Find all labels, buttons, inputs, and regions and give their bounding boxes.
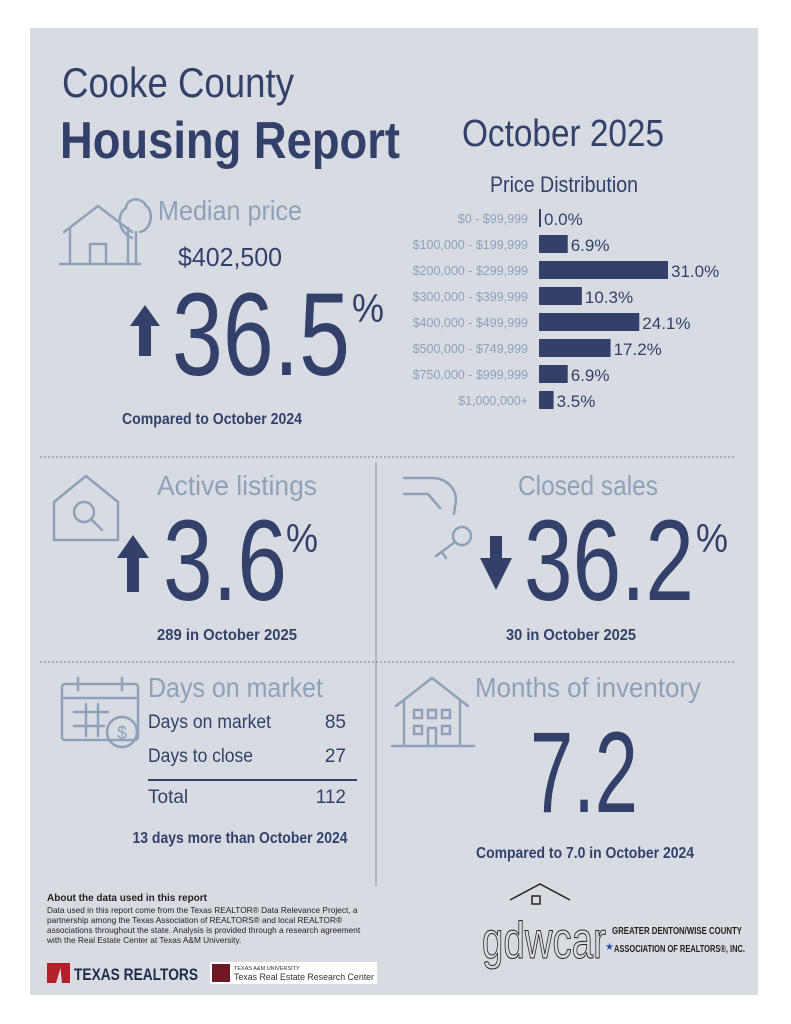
- inventory-value: 7.2: [530, 709, 638, 837]
- value-label: 0.0%: [544, 210, 583, 229]
- tamu-box: [210, 962, 377, 984]
- period: October 2025: [462, 113, 664, 155]
- closed-heading: Closed sales: [518, 470, 658, 501]
- active-heading: Active listings: [157, 470, 317, 501]
- building-icon: [390, 676, 476, 748]
- days-note: 13 days more than October 2024: [133, 830, 348, 847]
- report-title: Housing Report: [60, 112, 400, 170]
- percent-sign: %: [352, 287, 384, 331]
- days-heading: Days on market: [148, 672, 323, 703]
- value-label: 24.1%: [642, 314, 690, 333]
- bar: [539, 235, 568, 253]
- search-house-icon: [52, 474, 120, 542]
- median-heading: Median price: [158, 195, 302, 226]
- gdwcar-line2: ASSOCIATION OF REALTORS®, INC.: [614, 944, 745, 955]
- about-line: with the Real Estate Center at Texas A&M…: [46, 935, 241, 945]
- category-label: $200,000 - $299,999: [413, 264, 528, 278]
- median-change: 36.5: [172, 269, 350, 401]
- price-distribution: $0 - $99,999 0.0% $100,000 - $199,999 6.9% $…: [413, 209, 719, 411]
- inventory-note: Compared to 7.0 in October 2024: [476, 845, 694, 862]
- gdwcar-roof: [509, 883, 571, 905]
- bar: [539, 261, 668, 279]
- up-arrow: [117, 535, 149, 592]
- county: Cooke County: [62, 59, 294, 106]
- tamu-mark: [212, 964, 230, 982]
- category-label: $400,000 - $499,999: [413, 316, 528, 330]
- category-label: $1,000,000+: [458, 394, 528, 408]
- down-arrow: [480, 536, 512, 590]
- percent-sign: %: [286, 517, 318, 561]
- row-value: 27: [325, 746, 346, 767]
- research-center: Texas Real Estate Research Center: [234, 972, 374, 982]
- inventory-heading: Months of inventory: [475, 672, 701, 703]
- active-change: 3.6: [163, 497, 287, 625]
- category-label: $0 - $99,999: [458, 212, 528, 226]
- value-label: 10.3%: [585, 288, 633, 307]
- panel: [30, 28, 758, 995]
- star: ★: [605, 942, 614, 953]
- about-line: associations throughout the state. Analy…: [47, 925, 361, 935]
- tamu: TEXAS A&M UNIVERSITY: [234, 966, 300, 972]
- category-label: $100,000 - $199,999: [413, 238, 528, 252]
- key-hand-icon: [402, 476, 473, 560]
- gdwcar-logo: gdwcar: [482, 912, 606, 970]
- about-line: partnership among the Texas Association …: [47, 915, 342, 925]
- bar: [539, 391, 554, 409]
- row-label: Days on market: [148, 712, 272, 733]
- value-label: 3.5%: [557, 392, 596, 411]
- about-text: Data used in this report come from the T…: [46, 905, 361, 945]
- value-label: 31.0%: [671, 262, 719, 281]
- bar: [539, 313, 640, 331]
- distribution-title: Price Distribution: [490, 172, 638, 197]
- category-label: $500,000 - $749,999: [413, 342, 528, 356]
- row-value: 85: [325, 712, 346, 733]
- row-label: Days to close: [148, 746, 253, 767]
- total-label: Total: [148, 787, 188, 808]
- total-value: 112: [316, 787, 346, 808]
- value-label: 6.9%: [571, 366, 610, 385]
- value-label: 17.2%: [614, 340, 662, 359]
- about-line: Data used in this report come from the T…: [47, 905, 358, 915]
- percent-sign: %: [696, 517, 728, 561]
- up-arrow: [130, 305, 160, 356]
- category-label: $300,000 - $399,999: [413, 290, 528, 304]
- category-label: $750,000 - $999,999: [413, 368, 528, 382]
- closed-change: 36.2: [524, 497, 694, 625]
- value-label: 6.9%: [571, 236, 610, 255]
- gdwcar-line1: GREATER DENTON/WISE COUNTY: [612, 926, 742, 937]
- median-comparison: Compared to October 2024: [122, 411, 302, 428]
- bar: [539, 287, 582, 305]
- dollar-icon: $: [117, 723, 127, 743]
- closed-detail: 30 in October 2025: [506, 627, 636, 644]
- active-detail: 289 in October 2025: [157, 627, 297, 644]
- texas-realtors-mark: [47, 963, 70, 983]
- median-price: $402,500: [178, 242, 282, 272]
- house-icon: [58, 198, 153, 266]
- calendar-icon: [60, 676, 140, 749]
- texas-realtors: TEXAS REALTORS: [74, 965, 198, 984]
- bar: [539, 209, 541, 227]
- bar: [539, 365, 568, 383]
- about-title: About the data used in this report: [47, 893, 208, 904]
- bar: [539, 339, 611, 357]
